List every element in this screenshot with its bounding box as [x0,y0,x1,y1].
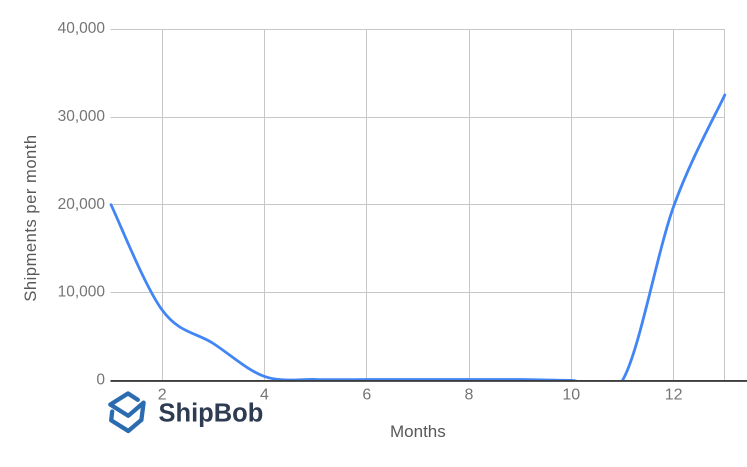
svg-text:12: 12 [665,387,683,404]
svg-text:6: 6 [362,387,371,404]
svg-text:10: 10 [562,387,580,404]
svg-text:ShipBob: ShipBob [159,400,264,428]
svg-text:Months: Months [390,422,446,441]
svg-text:40,000: 40,000 [58,20,106,37]
svg-text:Shipments per month: Shipments per month [22,134,40,301]
svg-text:20,000: 20,000 [58,196,106,213]
svg-text:2: 2 [158,387,167,404]
svg-text:8: 8 [465,387,474,404]
svg-text:0: 0 [96,372,105,389]
svg-text:4: 4 [260,387,269,404]
svg-text:10,000: 10,000 [58,284,106,301]
svg-text:30,000: 30,000 [58,108,106,125]
